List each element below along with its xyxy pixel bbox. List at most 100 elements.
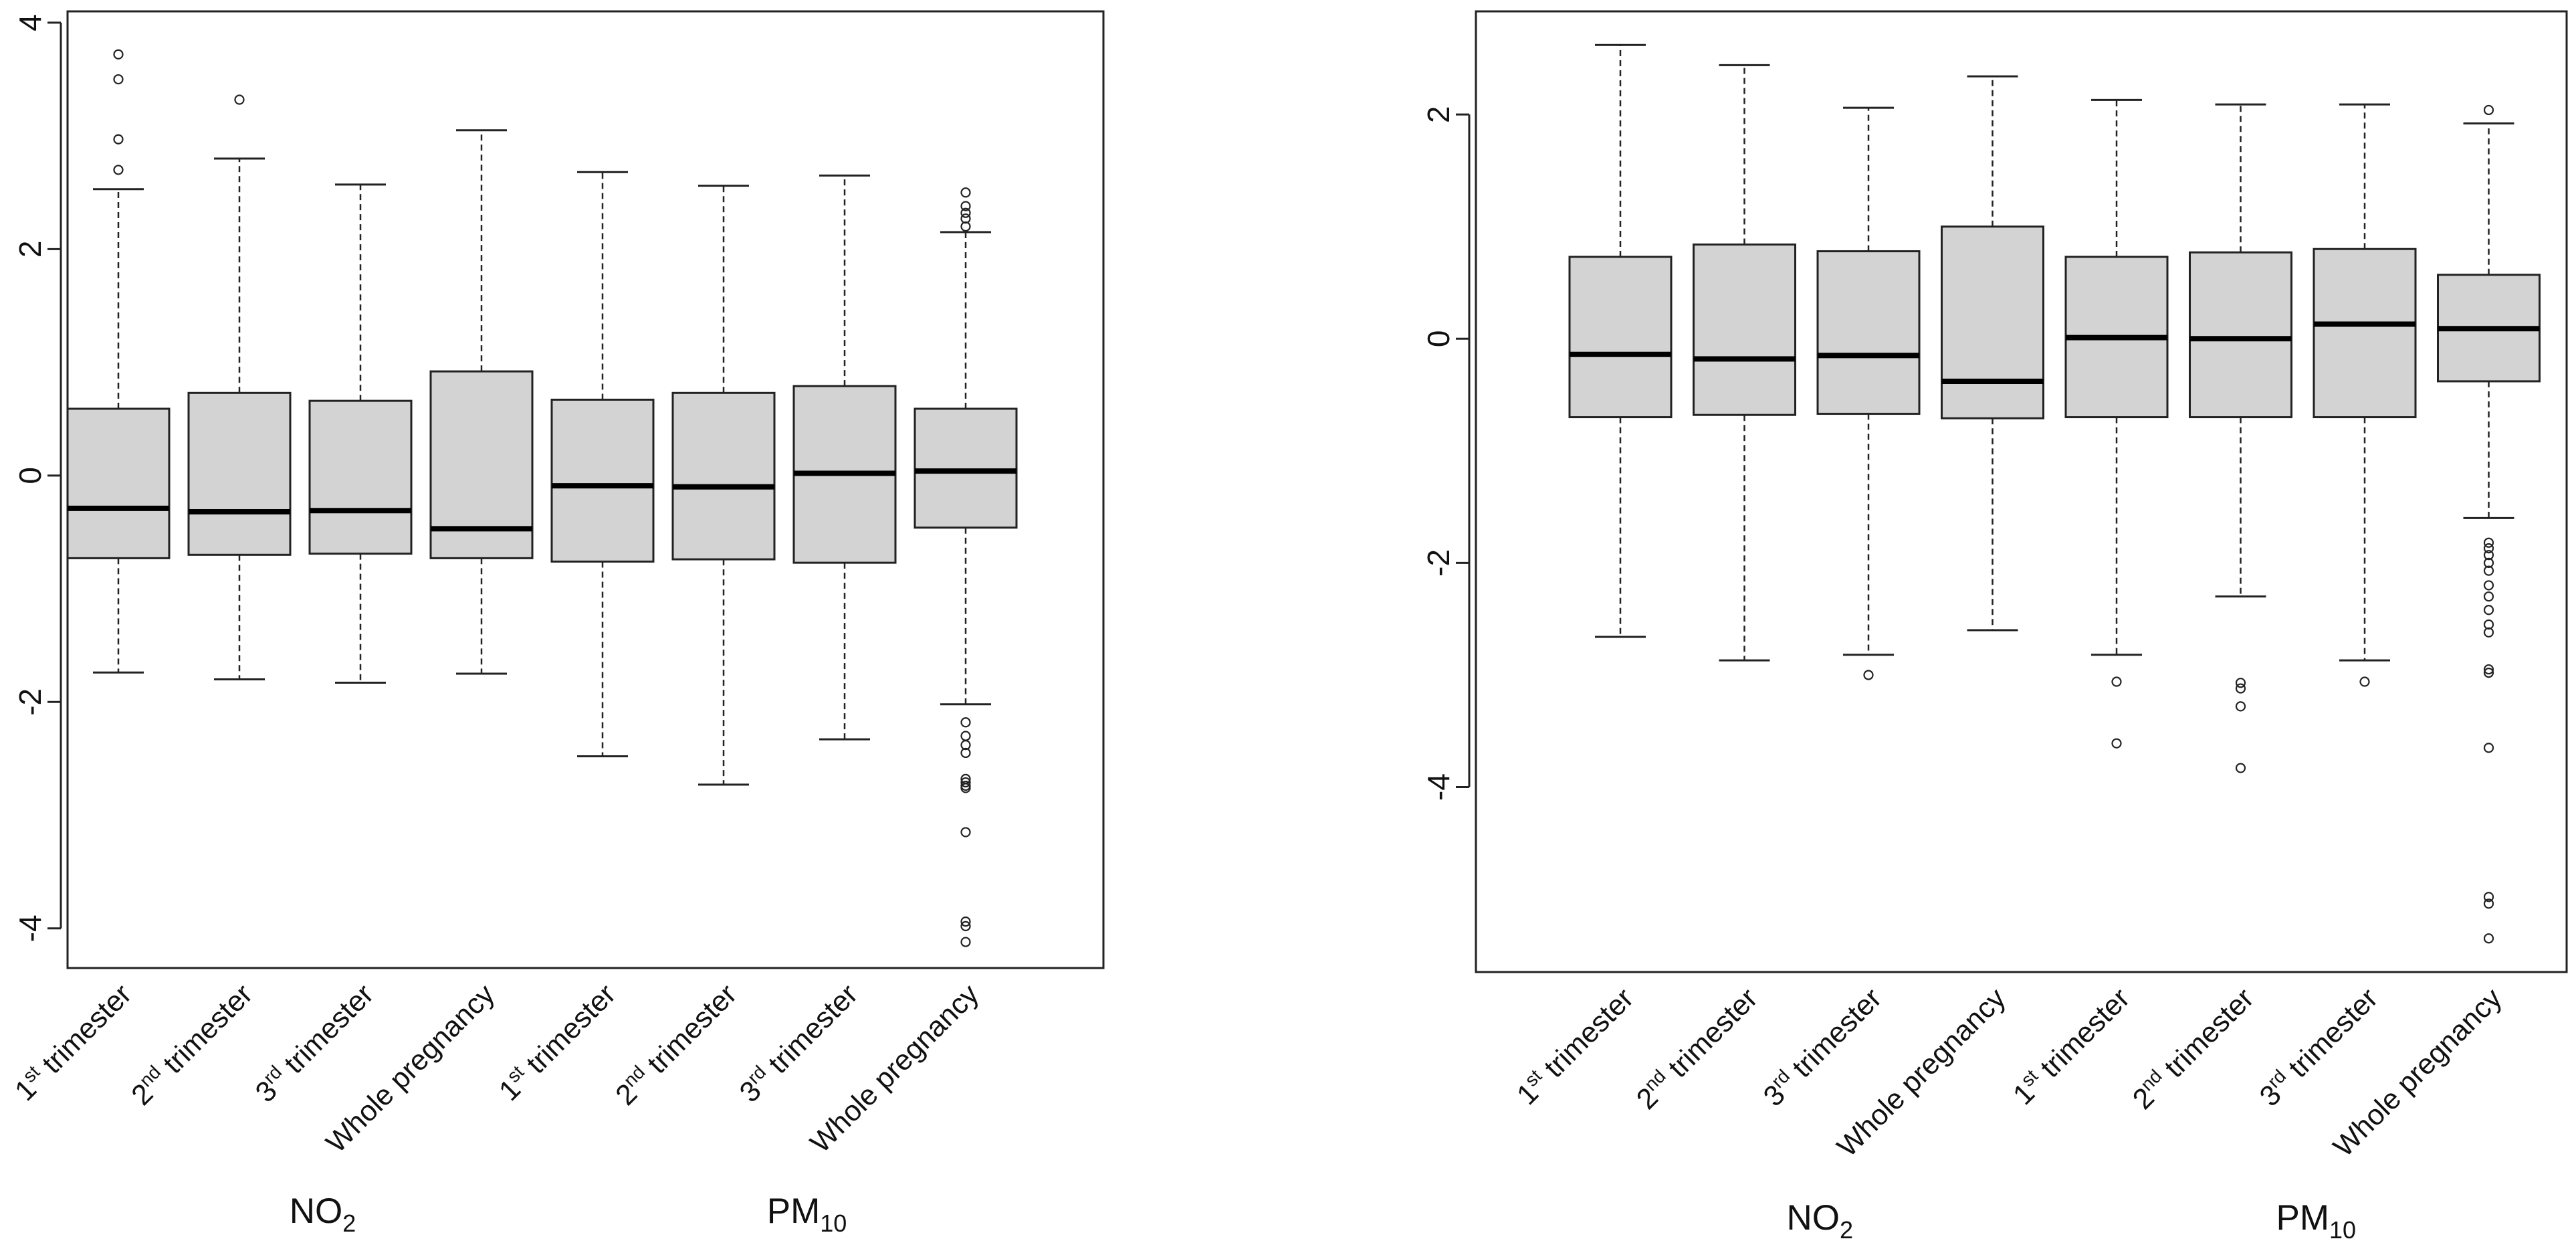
y-tick-label: -4: [13, 915, 47, 942]
outlier-point: [113, 134, 124, 145]
category-label: 1st trimester: [7, 977, 138, 1107]
category-label-rest: trimester: [151, 978, 259, 1086]
iqr-box: [308, 399, 413, 555]
plot-frame: [1475, 10, 2568, 973]
outlier-point: [2359, 676, 2370, 687]
outlier-point: [2483, 580, 2494, 591]
group-label-subscript: 10: [2329, 1216, 2356, 1244]
outlier-point: [113, 49, 124, 60]
outlier-point: [2483, 104, 2494, 116]
iqr-box: [1693, 244, 1796, 416]
box-5: [2064, 98, 2169, 749]
group-label: PM10: [2276, 1198, 2356, 1244]
group-label-main: PM: [767, 1191, 821, 1231]
outlier-point: [960, 747, 971, 759]
category-label: 3rd trimester: [248, 977, 380, 1109]
box-8: [2437, 104, 2541, 944]
outlier-point: [2483, 537, 2494, 548]
outlier-point: [960, 917, 971, 927]
category-label: 1st trimester: [1509, 981, 1640, 1111]
category-label-rest: trimester: [514, 978, 622, 1086]
iqr-box: [1941, 225, 2044, 419]
category-label: 3rd trimester: [2252, 981, 2384, 1113]
outlier-point: [2483, 933, 2494, 944]
category-label-rest: trimester: [272, 978, 380, 1086]
y-tick-label: 2: [1421, 106, 1456, 123]
iqr-box: [2189, 251, 2292, 419]
outlier-point: [113, 74, 124, 85]
outlier-point: [1863, 670, 1874, 680]
group-label: NO2: [290, 1191, 356, 1237]
category-label-rest: trimester: [1780, 982, 1888, 1090]
outlier-point: [113, 165, 124, 175]
box-6: [671, 185, 776, 786]
category-label-rest: trimester: [1532, 982, 1640, 1090]
box-3: [308, 183, 413, 684]
group-label-subscript: 10: [820, 1210, 847, 1237]
group-label-main: NO: [1786, 1198, 1840, 1238]
box-7: [792, 174, 897, 741]
box-8: [914, 187, 1018, 947]
category-label-rest: trimester: [635, 978, 743, 1086]
group-label-main: NO: [290, 1191, 343, 1231]
category-label-rest: trimester: [2028, 982, 2136, 1090]
outlier-point: [2483, 898, 2494, 909]
outlier-point: [960, 777, 971, 788]
y-tick-label: -4: [1421, 773, 1456, 801]
iqr-box: [1568, 256, 1673, 419]
outlier-point: [960, 937, 971, 947]
outlier-point: [960, 783, 971, 793]
outlier-point: [2483, 619, 2494, 630]
outlier-point: [960, 221, 971, 232]
outlier-point: [2483, 664, 2494, 675]
iqr-box: [550, 398, 655, 563]
outlier-point: [2235, 683, 2246, 694]
outlier-point: [2483, 627, 2494, 638]
y-tick-label: 2: [13, 241, 47, 258]
box-2: [187, 94, 292, 680]
iqr-box: [914, 407, 1018, 529]
group-label-main: PM: [2276, 1198, 2329, 1238]
box-5: [550, 171, 655, 758]
y-tick-label: -2: [1421, 549, 1456, 577]
outlier-point: [2483, 605, 2494, 615]
outlier-point: [2111, 738, 2122, 749]
category-label-rest: trimester: [30, 978, 138, 1086]
category-label-rest: trimester: [1656, 982, 1764, 1090]
box-4: [429, 129, 534, 675]
y-tick-label: 4: [13, 14, 47, 31]
outlier-point: [960, 827, 971, 838]
outlier-point: [2235, 763, 2246, 773]
outlier-point: [960, 201, 971, 211]
iqr-box: [2313, 248, 2417, 419]
y-tick-label: -2: [13, 688, 47, 716]
category-label: 1st trimester: [492, 977, 622, 1107]
outlier-point: [960, 213, 971, 224]
outlier-point: [960, 731, 971, 741]
outlier-point: [960, 921, 971, 931]
category-label: 1st trimester: [2006, 981, 2136, 1111]
category-label: 3rd trimester: [1756, 981, 1888, 1113]
outlier-point: [2483, 892, 2494, 902]
outlier-point: [2483, 743, 2494, 753]
outlier-point: [960, 717, 971, 728]
box-1: [66, 49, 171, 674]
category-label: 2nd trimester: [124, 977, 259, 1112]
iqr-box: [187, 391, 292, 556]
category-label: 2nd trimester: [2125, 981, 2260, 1116]
outlier-point: [2483, 668, 2494, 678]
iqr-box: [66, 407, 171, 559]
box-7: [2313, 103, 2417, 687]
category-label-rest: trimester: [2153, 982, 2260, 1090]
category-label: 2nd trimester: [608, 977, 743, 1112]
box-1: [1568, 43, 1673, 638]
outlier-point: [2483, 550, 2494, 561]
outlier-point: [960, 207, 971, 218]
y-tick-label: 0: [13, 467, 47, 484]
iqr-box: [1816, 250, 1921, 415]
box-4: [1941, 75, 2044, 632]
outlier-point: [2235, 701, 2246, 712]
